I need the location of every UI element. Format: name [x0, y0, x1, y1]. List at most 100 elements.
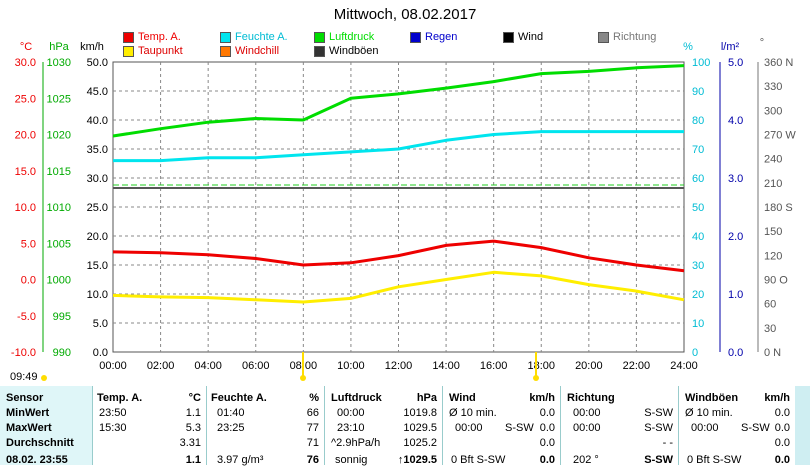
kmh-tick-label: 25.0: [87, 202, 108, 214]
dir-tick-label: 150: [764, 226, 782, 238]
legend-swatch: [123, 31, 134, 43]
x-tick-label: 20:00: [575, 360, 603, 372]
hpa-tick-label: 1020: [47, 130, 71, 142]
pct-tick-label: 70: [692, 144, 704, 156]
hum-unit: %: [309, 392, 319, 404]
temp-tick-label: 5.0: [21, 238, 36, 250]
kmh-tick-label: 30.0: [87, 173, 108, 185]
hpa-tick-label: 1025: [47, 93, 71, 105]
dir-tick-label: 120: [764, 250, 782, 262]
x-tick-label: 10:00: [337, 360, 365, 372]
legend-label: Wind: [518, 31, 544, 43]
hpa-tick-label: 1005: [47, 238, 71, 250]
rain-tick-label: 3.0: [728, 173, 743, 185]
pct-tick-label: 60: [692, 173, 704, 185]
legend-item: Luftdruck: [314, 31, 374, 43]
row-label-current: 08.02. 23:55: [6, 454, 68, 466]
legend-item: Windböen: [314, 45, 379, 57]
dir-avg: - -: [662, 437, 673, 449]
gust-max-dir: S-SW: [741, 422, 770, 434]
series-line: [112, 64, 685, 138]
pct-tick-label: 50: [692, 202, 704, 214]
rain-unit-label: l/m²: [721, 41, 740, 53]
hpa-tick-label: 1010: [47, 202, 71, 214]
temp-tick-label: 15.0: [15, 166, 36, 178]
kmh-tick-label: 5.0: [93, 318, 108, 330]
pct-tick-label: 10: [692, 318, 704, 330]
legend-label: Temp. A.: [138, 31, 181, 43]
x-tick-label: 24:00: [670, 360, 698, 372]
hum-current: 76: [306, 454, 319, 466]
kmh-tick-label: 10.0: [87, 289, 108, 301]
kmh-tick-label: 0.0: [93, 347, 108, 359]
dir-tick-label: 180 S: [764, 202, 793, 214]
dir-unit-label: °: [760, 37, 764, 49]
press-trend: ^2.9hPa/h: [331, 437, 381, 449]
press-forecast: sonnig: [335, 454, 368, 466]
legend-swatch: [220, 31, 231, 43]
gust-avg: 0.0: [774, 437, 790, 449]
dir-current: S-SW: [644, 454, 673, 466]
col-pressure: Luftdruck hPa 00:00 1019.8 23:10 1029.5 …: [324, 386, 443, 466]
x-tick-label: 12:00: [385, 360, 413, 372]
press-avg: 1025.2: [403, 437, 437, 449]
wind-avg10-label: Ø 10 min.: [449, 407, 497, 419]
wind-header: Wind: [449, 392, 476, 404]
legend-item: Regen: [410, 31, 457, 43]
legend-swatch: [220, 45, 231, 57]
legend-item: Feuchte A.: [220, 31, 288, 43]
wind-max-time: 00:00: [455, 422, 483, 434]
hum-abs: 3.97 g/m³: [217, 454, 264, 466]
hpa-tick-label: 1015: [47, 166, 71, 178]
gust-avg10-label: Ø 10 min.: [685, 407, 733, 419]
wind-avg: 0.0: [539, 437, 555, 449]
press-unit: hPa: [416, 392, 437, 404]
press-max-time: 23:10: [337, 422, 365, 434]
pct-tick-label: 40: [692, 231, 704, 243]
legend-swatch: [314, 31, 325, 43]
dir-degrees: 202 °: [573, 454, 599, 466]
x-tick-label: 14:00: [432, 360, 460, 372]
series-line: [113, 130, 684, 163]
dir-max: S-SW: [644, 422, 673, 434]
row-labels: Sensor MinWert MaxWert Durchschnitt 08.0…: [0, 386, 92, 466]
kmh-unit-label: km/h: [80, 41, 104, 53]
rain-tick-label: 5.0: [728, 57, 743, 69]
kmh-tick-label: 35.0: [87, 144, 108, 156]
page-title: Mittwoch, 08.02.2017: [333, 6, 477, 23]
temp-tick-label: 10.0: [15, 202, 36, 214]
x-tick-label: 18:00: [527, 360, 555, 372]
dir-tick-label: 330: [764, 81, 782, 93]
x-tick-label: 04:00: [194, 360, 222, 372]
pct-tick-label: 0: [692, 347, 698, 359]
hpa-tick-label: 1030: [47, 57, 71, 69]
row-label-sensor: Sensor: [6, 392, 44, 404]
legend-label: Windböen: [329, 45, 379, 57]
dir-tick-label: 210: [764, 178, 782, 190]
temp-tick-label: 20.0: [15, 130, 36, 142]
legend-label: Taupunkt: [138, 45, 183, 57]
hum-header: Feuchte A.: [211, 392, 267, 404]
dir-tick-label: 240: [764, 154, 782, 166]
pct-tick-label: 30: [692, 260, 704, 272]
row-label-max: MaxWert: [6, 422, 52, 434]
pct-tick-label: 80: [692, 115, 704, 127]
legend-item: Richtung: [598, 31, 656, 43]
current-time: 09:49: [10, 371, 38, 383]
dir-tick-label: 270 W: [764, 130, 796, 142]
vertical-scrollbar[interactable]: [795, 386, 810, 465]
gust-min: 0.0: [774, 407, 790, 419]
wind-max: 0.0: [539, 422, 555, 434]
temp-tick-label: -5.0: [17, 311, 36, 323]
chart: 00:0002:0004:0006:0008:0010:0012:0014:00…: [11, 37, 796, 381]
temp-unit: °C: [188, 392, 201, 404]
kmh-tick-label: 50.0: [87, 57, 108, 69]
temp-tick-label: 25.0: [15, 93, 36, 105]
legend-swatch: [503, 31, 514, 43]
legend-item: Windchill: [220, 45, 279, 57]
x-tick-label: 00:00: [99, 360, 127, 372]
temp-header: Temp. A.: [97, 392, 143, 404]
legend-label: Luftdruck: [329, 31, 375, 43]
wind-unit: km/h: [529, 392, 555, 404]
temp-avg: 3.31: [179, 437, 201, 449]
